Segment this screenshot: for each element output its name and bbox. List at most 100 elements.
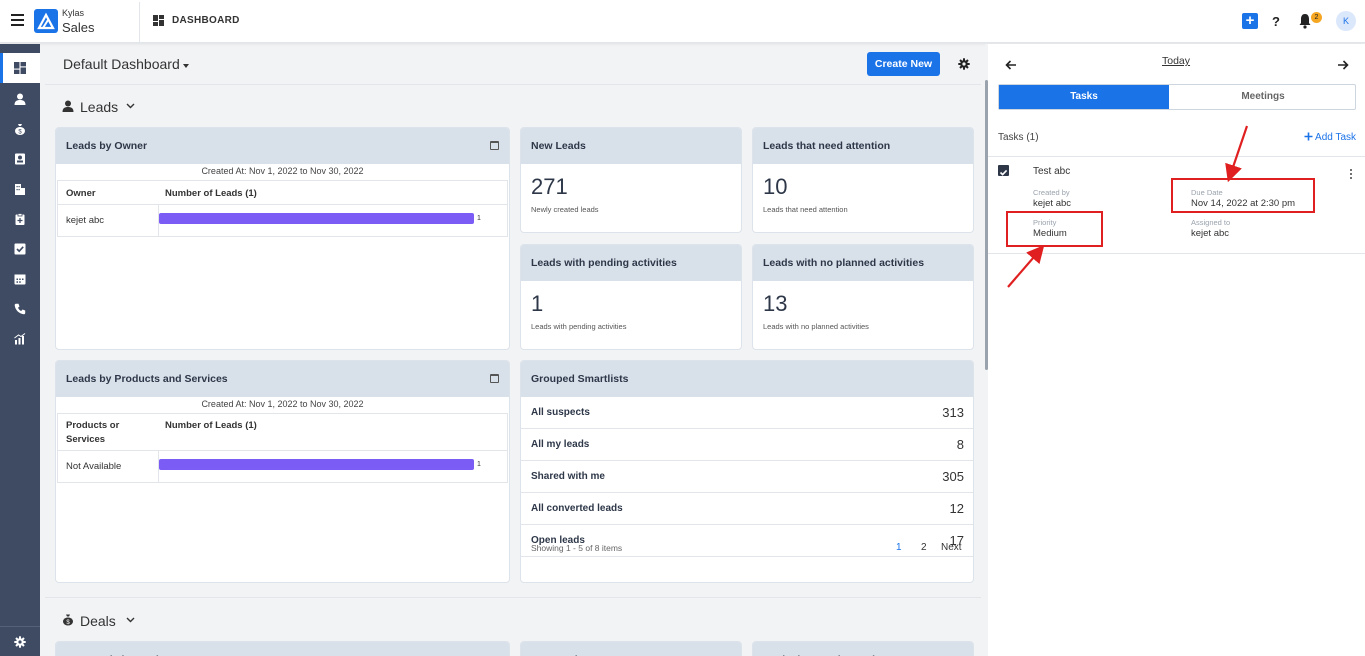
table-row[interactable]: kejet abc 1 xyxy=(57,205,508,237)
kpi-card-leads-attention[interactable]: Leads that need attention 10 Leads that … xyxy=(752,127,974,233)
deals-section-toggle[interactable]: $ Deals xyxy=(62,613,182,631)
tab-meetings[interactable]: Meetings xyxy=(1241,91,1285,102)
add-task-label: Add Task xyxy=(1315,132,1356,143)
gear-icon[interactable] xyxy=(958,58,970,70)
kpi-description: Leads that need attention xyxy=(763,205,848,214)
contact-icon xyxy=(14,93,26,105)
leads-section-toggle[interactable]: Leads xyxy=(62,99,182,117)
brand-name: Kylas xyxy=(62,8,85,18)
sidebar-item-meetings[interactable] xyxy=(0,264,40,294)
table-row[interactable]: Not Available 1 xyxy=(57,451,508,483)
avatar[interactable]: K xyxy=(1336,11,1356,31)
tasks-icon xyxy=(14,243,26,255)
kpi-card-new-leads[interactable]: New Leads 271 Newly created leads xyxy=(520,127,742,233)
quick-add-button[interactable]: + xyxy=(1242,13,1258,29)
sidebar: $ xyxy=(0,44,40,656)
bar[interactable] xyxy=(159,459,474,470)
sidebar-item-requests[interactable] xyxy=(0,204,40,234)
page-title: DASHBOARD xyxy=(172,15,240,26)
kpi-card-pending-activities[interactable]: Leads with pending activities 1 Leads wi… xyxy=(520,244,742,350)
task-checkbox[interactable] xyxy=(998,165,1009,176)
expected-closure-card: Expected closure by Owner xyxy=(55,641,510,656)
field-label: Priority xyxy=(1033,218,1057,227)
dashboard-main: Default Dashboard Create New Leads Leads… xyxy=(40,44,986,656)
card-title: Leads with no planned activities xyxy=(753,245,973,281)
sidebar-item-tasks[interactable] xyxy=(0,234,40,264)
activity-panel: Today Tasks Meetings Tasks (1) Add Task … xyxy=(988,44,1365,656)
smartlist-name: Shared with me xyxy=(531,471,605,482)
arrow-right-icon[interactable] xyxy=(1336,58,1350,72)
phone-icon xyxy=(14,303,26,315)
kpi-card-no-planned[interactable]: Leads with no planned activities 13 Lead… xyxy=(752,244,974,350)
plus-icon xyxy=(1304,132,1313,141)
page-2-link[interactable]: 2 xyxy=(921,542,927,553)
card-title: Grouped Smartlists xyxy=(521,361,973,397)
date-range: Created At: Nov 1, 2022 to Nov 30, 2022 xyxy=(201,399,364,409)
sidebar-item-leads[interactable] xyxy=(0,84,40,114)
task-item[interactable]: Test abc Created by kejet abc Due Date N… xyxy=(988,156,1365,254)
scrollbar[interactable] xyxy=(985,44,988,656)
tab-tasks[interactable]: Tasks xyxy=(999,85,1169,109)
kpi-value: 13 xyxy=(763,291,788,316)
kylas-logo[interactable] xyxy=(34,9,58,33)
section-title: Leads xyxy=(80,99,119,115)
user-icon xyxy=(62,100,74,112)
date-selector[interactable]: Today xyxy=(1162,55,1191,67)
list-item[interactable]: All suspects 313 xyxy=(521,397,973,429)
list-item[interactable]: Open leads 17 xyxy=(521,525,973,557)
sidebar-item-reports[interactable] xyxy=(0,324,40,354)
divider xyxy=(45,597,981,598)
bell-icon[interactable] xyxy=(1298,13,1312,29)
sidebar-item-dashboard[interactable] xyxy=(0,53,40,83)
row-label: kejet abc xyxy=(66,215,105,226)
smartlist-count: 17 xyxy=(949,533,964,548)
calendar-icon[interactable] xyxy=(490,374,499,383)
calendar-icon[interactable] xyxy=(490,141,499,150)
svg-text:$: $ xyxy=(18,130,22,136)
field-label: Created by xyxy=(1033,188,1070,197)
top-bar: Kylas Sales DASHBOARD + ? 2 K xyxy=(0,0,1365,43)
divider xyxy=(158,451,159,482)
divider xyxy=(158,205,159,236)
divider xyxy=(45,84,981,85)
list-item[interactable]: All converted leads 12 xyxy=(521,493,973,525)
column-header: Owner xyxy=(66,188,96,199)
list-item[interactable]: Shared with me 305 xyxy=(521,461,973,493)
sidebar-item-companies[interactable] xyxy=(0,174,40,204)
sidebar-item-deals[interactable]: $ xyxy=(0,114,40,144)
caret-down-icon[interactable] xyxy=(183,64,189,68)
menu-icon[interactable] xyxy=(11,14,24,26)
new-deals-card: New Deals xyxy=(520,641,742,656)
table-header: Products or Services Number of Leads (1) xyxy=(57,413,508,451)
sidebar-item-settings[interactable] xyxy=(0,626,40,656)
date-range: Created At: Nov 1, 2022 to Nov 30, 2022 xyxy=(201,166,364,176)
dashboard-selector[interactable]: Default Dashboard xyxy=(63,56,180,72)
deals-icon: $ xyxy=(15,124,25,136)
bar[interactable] xyxy=(159,213,474,224)
check-icon xyxy=(999,169,1008,176)
bar-value: 1 xyxy=(477,461,481,468)
column-header: Number of Leads (1) xyxy=(165,420,257,431)
pagination-info: Showing 1 - 5 of 8 items xyxy=(531,543,623,553)
create-new-button[interactable]: Create New xyxy=(867,52,940,76)
more-options-icon[interactable] xyxy=(1350,169,1353,180)
card-title: Leads by Products and Services xyxy=(56,361,509,397)
sidebar-item-contacts[interactable] xyxy=(0,144,40,174)
highlight-priority xyxy=(1006,211,1103,247)
task-name[interactable]: Test abc xyxy=(1033,166,1071,177)
page-1-link[interactable]: 1 xyxy=(896,542,902,553)
next-page-link[interactable]: Next xyxy=(941,542,962,553)
kpi-description: Leads with pending activities xyxy=(531,322,627,331)
table-header: Owner Number of Leads (1) xyxy=(57,180,508,205)
help-icon[interactable]: ? xyxy=(1272,14,1280,29)
add-task-button[interactable]: Add Task xyxy=(1304,132,1356,143)
list-item[interactable]: All my leads 8 xyxy=(521,429,973,461)
tasks-count: Tasks (1) xyxy=(998,132,1039,143)
arrow-left-icon[interactable] xyxy=(1004,58,1018,72)
chevron-down-icon xyxy=(126,103,135,109)
field-label: Assigned to xyxy=(1191,218,1231,227)
sidebar-item-calls[interactable] xyxy=(0,294,40,324)
bar-value: 1 xyxy=(477,215,481,222)
assigned-to-value: kejet abc xyxy=(1191,228,1230,239)
leads-by-owner-card: Leads by Owner Created At: Nov 1, 2022 t… xyxy=(55,127,510,350)
